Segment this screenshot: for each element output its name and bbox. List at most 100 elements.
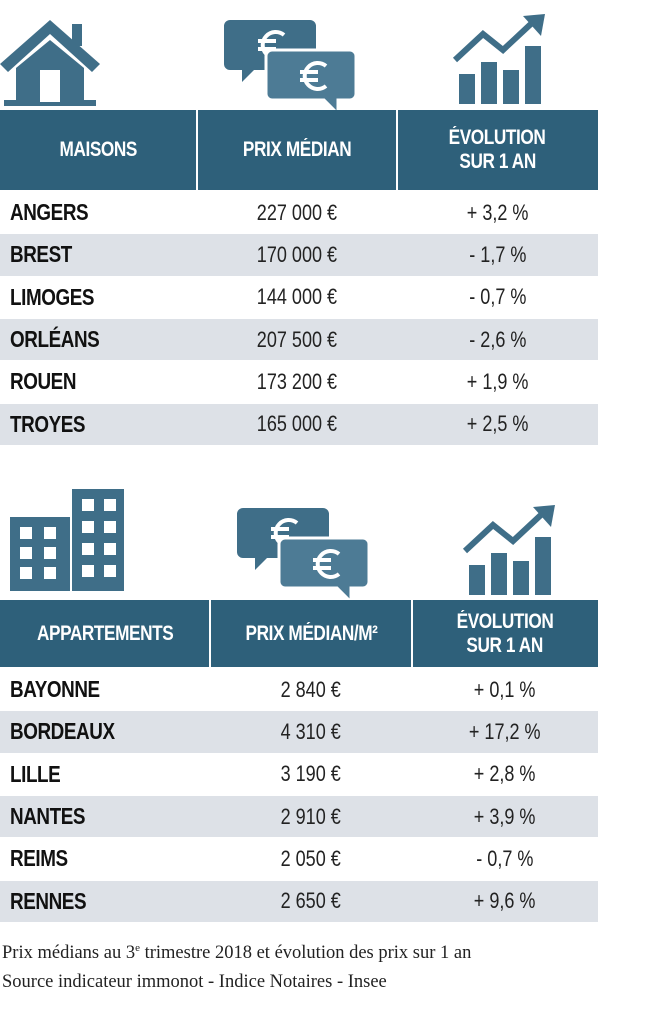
city-name: BORDEAUX: [10, 718, 115, 745]
table-row: ROUEN 173 200 € + 1,9 %: [0, 361, 598, 402]
city-cell: ORLÉANS: [10, 319, 119, 360]
price: 207 500 €: [256, 326, 338, 352]
price: 2 840 €: [280, 676, 342, 702]
table-row: LILLE 3 190 € + 2,8 %: [0, 754, 598, 795]
house-icon: [0, 20, 100, 106]
city-cell: RENNES: [10, 881, 103, 922]
city-cell: LILLE: [10, 754, 71, 795]
header-cell: ÉVOLUTION SUR 1 AN: [412, 600, 598, 667]
city-name: LIMOGES: [10, 283, 95, 310]
table-row: LIMOGES 144 000 € - 0,7 %: [0, 277, 598, 318]
evolution: - 0,7 %: [468, 284, 527, 310]
evolution: - 1,7 %: [468, 241, 527, 267]
evolution: + 2,8 %: [474, 761, 536, 787]
price: 165 000 €: [256, 411, 338, 437]
header-text: PRIX MÉDIAN: [242, 138, 352, 161]
evolution: + 17,2 %: [469, 718, 541, 744]
source-line: Source indicateur immonot - Indice Notai…: [2, 972, 387, 992]
header-text: PRIX MÉDIAN/M²: [244, 621, 378, 645]
city-cell: ROUEN: [10, 361, 91, 402]
column-divider: [396, 110, 398, 190]
evolution: - 2,6 %: [468, 326, 527, 352]
price-cell: 173 200 €: [197, 361, 397, 402]
evolution: + 1,9 %: [466, 368, 529, 394]
city-name: ROUEN: [10, 368, 77, 395]
evolution-cell: - 0,7 %: [405, 838, 605, 879]
column-divider: [411, 600, 413, 667]
footnote-superscript: e: [135, 942, 140, 954]
price-cell: 2 840 €: [211, 669, 411, 710]
price: 144 000 €: [256, 284, 338, 310]
growth-icon: [465, 505, 555, 595]
evolution: + 2,5 %: [466, 411, 529, 437]
price: 3 190 €: [280, 761, 342, 787]
evolution: + 3,9 %: [474, 803, 536, 829]
table-header: MAISONS PRIX MÉDIAN ÉVOLUTION SUR 1 AN: [0, 110, 598, 190]
city-name: NANTES: [10, 803, 86, 830]
price-cell: 165 000 €: [197, 404, 397, 445]
evolution: + 3,2 %: [466, 199, 529, 225]
evolution-cell: + 2,5 %: [398, 404, 598, 445]
price: 4 310 €: [280, 718, 342, 744]
header-cell: PRIX MÉDIAN/M²: [210, 600, 412, 667]
table-row: ORLÉANS 207 500 € - 2,6 %: [0, 318, 598, 361]
table-row: BREST 170 000 € - 1,7 %: [0, 234, 598, 276]
column-divider: [196, 110, 198, 190]
evolution-cell: - 2,6 %: [398, 319, 598, 360]
city-cell: LIMOGES: [10, 277, 113, 318]
city-cell: REIMS: [10, 838, 80, 879]
header-cell: ÉVOLUTION SUR 1 AN: [397, 110, 598, 190]
header-text: SUR 1 AN: [466, 633, 544, 657]
price-cell: 3 190 €: [211, 754, 411, 795]
price-cell: 2 650 €: [211, 881, 411, 922]
city-cell: BAYONNE: [10, 669, 119, 710]
evolution-cell: + 3,9 %: [405, 796, 605, 837]
money-icon: [224, 20, 356, 114]
city-name: ANGERS: [10, 199, 89, 226]
price-cell: 2 910 €: [211, 796, 411, 837]
growth-icon: [455, 14, 545, 104]
evolution-cell: + 2,8 %: [405, 754, 605, 795]
table-row: TROYES 165 000 € + 2,5 %: [0, 403, 598, 445]
city-cell: ANGERS: [10, 192, 105, 233]
table-row: BORDEAUX 4 310 € + 17,2 %: [0, 711, 598, 753]
evolution-cell: + 9,6 %: [405, 881, 605, 922]
header-cell: APPARTEMENTS: [0, 600, 210, 667]
table-row: REIMS 2 050 € - 0,7 %: [0, 838, 598, 879]
building-icon: [10, 489, 124, 591]
evolution-cell: + 0,1 %: [405, 669, 605, 710]
header-cell: MAISONS: [0, 110, 197, 190]
header-text: SUR 1 AN: [459, 150, 536, 173]
city-name: BAYONNE: [10, 676, 100, 703]
footnote-text: trimestre 2018 et évolution des prix sur…: [139, 943, 472, 964]
table-row: NANTES 2 910 € + 3,9 %: [0, 795, 598, 838]
price: 227 000 €: [256, 199, 338, 225]
evolution-cell: + 3,2 %: [398, 192, 598, 233]
evolution: + 9,6 %: [474, 888, 536, 914]
price: 2 910 €: [280, 803, 342, 829]
price-cell: 144 000 €: [197, 277, 397, 318]
table-header: APPARTEMENTS PRIX MÉDIAN/M² ÉVOLUTION SUR 1…: [0, 600, 598, 667]
header-text: MAISONS: [59, 138, 138, 161]
price: 173 200 €: [256, 368, 338, 394]
evolution-cell: - 1,7 %: [398, 234, 598, 275]
header-text: ÉVOLUTION: [449, 126, 546, 149]
price-cell: 170 000 €: [197, 234, 397, 275]
header-text: APPARTEMENTS: [36, 621, 174, 645]
price: 170 000 €: [256, 241, 338, 267]
table-row: ANGERS 227 000 € + 3,2 %: [0, 192, 598, 233]
city-cell: BORDEAUX: [10, 711, 138, 752]
price-cell: 207 500 €: [197, 319, 397, 360]
evolution-cell: - 0,7 %: [398, 277, 598, 318]
city-name: TROYES: [10, 410, 86, 437]
price-cell: 2 050 €: [211, 838, 411, 879]
evolution: + 0,1 %: [474, 676, 536, 702]
evolution-cell: + 1,9 %: [398, 361, 598, 402]
price-cell: 4 310 €: [211, 711, 411, 752]
table-row: RENNES 2 650 € + 9,6 %: [0, 880, 598, 922]
city-cell: TROYES: [10, 404, 102, 445]
city-cell: BREST: [10, 234, 85, 275]
city-name: REIMS: [10, 845, 68, 872]
evolution: - 0,7 %: [476, 845, 534, 871]
